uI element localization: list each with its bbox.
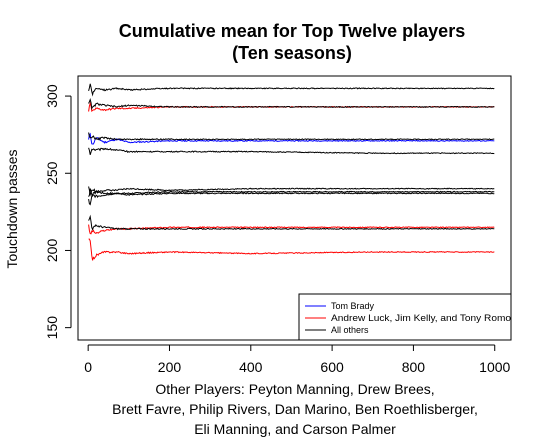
x-tick-label: 1000	[479, 359, 510, 375]
x-axis-label-line-1: Other Players: Peyton Manning, Drew Bree…	[155, 381, 434, 397]
legend-label-all-others: All others	[331, 325, 369, 335]
x-axis-label-line-3: Eli Manning, and Carson Palmer	[194, 421, 396, 437]
series-line-9	[88, 186, 495, 197]
x-tick-label: 400	[239, 359, 263, 375]
series-line-7	[88, 132, 495, 141]
chart-title-line-1: Cumulative mean for Top Twelve players	[119, 21, 465, 41]
x-tick-label: 0	[84, 359, 92, 375]
y-tick-label: 300	[44, 84, 60, 108]
y-tick-label: 200	[44, 239, 60, 263]
series-line-12	[88, 214, 495, 231]
series-layer	[88, 83, 495, 261]
series-line-8	[88, 147, 495, 155]
x-axis-label-line-2: Brett Favre, Philip Rivers, Dan Marino, …	[112, 401, 478, 417]
x-tick-label: 200	[158, 359, 182, 375]
legend: Tom Brady Andrew Luck, Jim Kelly, and To…	[298, 293, 512, 341]
series-line-10	[88, 188, 495, 198]
plot-frame	[77, 75, 512, 341]
legend-box	[298, 293, 512, 341]
series-line-5	[88, 83, 495, 97]
chart-title-line-2: (Ten seasons)	[232, 43, 352, 63]
x-tick-label: 800	[402, 359, 426, 375]
series-line-6	[88, 97, 495, 111]
y-axis-label: Touchdown passes	[4, 149, 20, 268]
y-tick-label: 150	[44, 316, 60, 340]
legend-label-tom-brady: Tom Brady	[331, 301, 375, 311]
y-tick-label: 250	[44, 161, 60, 185]
series-line-11	[88, 192, 495, 206]
series-line-4	[88, 238, 495, 261]
axes-layer: 0 200 400 600 800 1000 150 200 250 300	[44, 84, 511, 375]
series-line-1	[88, 132, 495, 145]
series-line-3	[88, 224, 495, 235]
legend-label-luck-kelly-romo: Andrew Luck, Jim Kelly, and Tony Romo	[331, 313, 511, 323]
x-tick-label: 600	[320, 359, 344, 375]
